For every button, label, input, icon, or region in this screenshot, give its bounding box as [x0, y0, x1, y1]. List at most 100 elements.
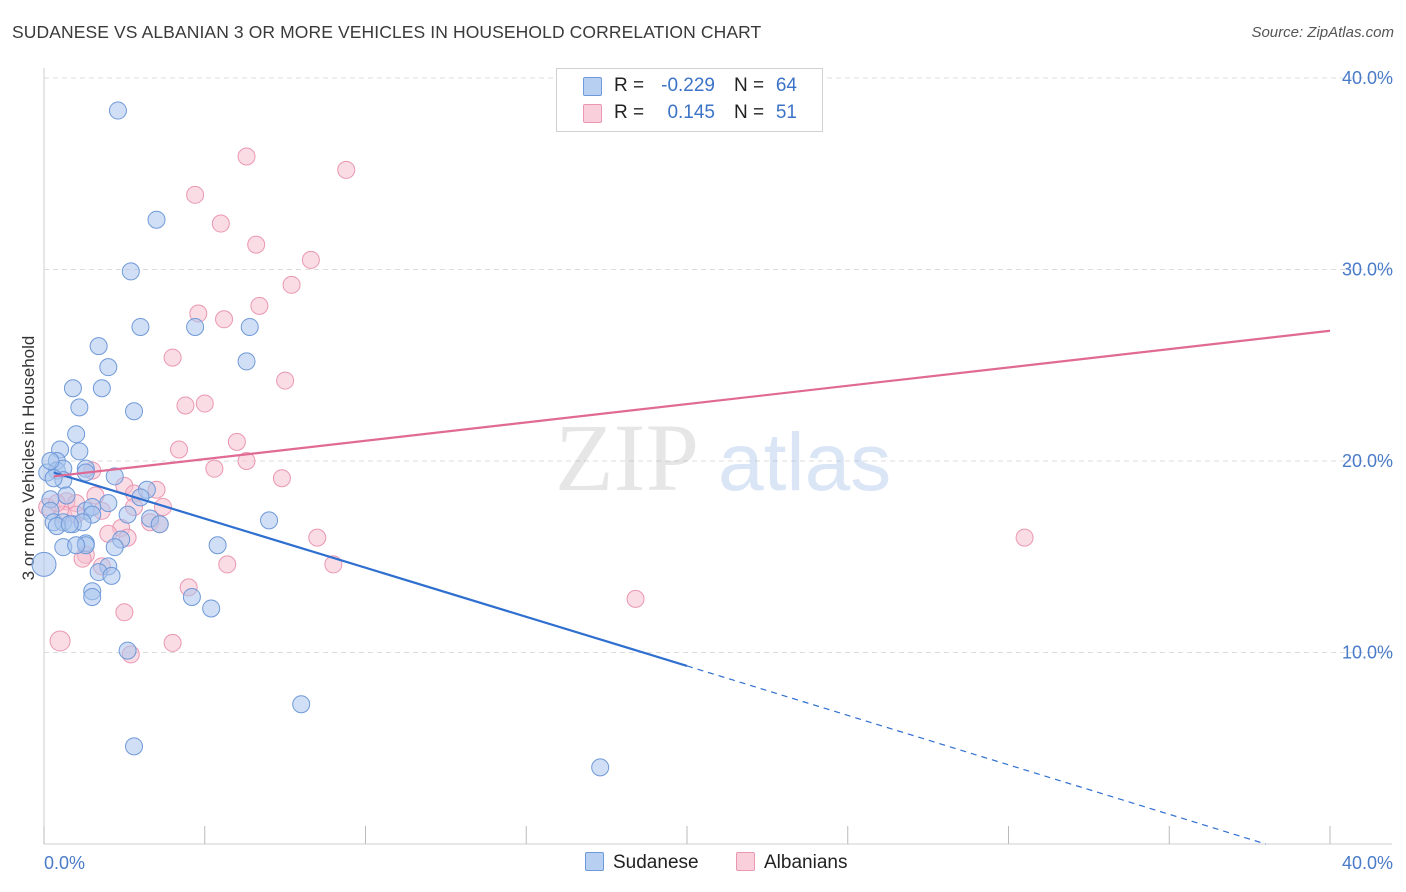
sudanese-point [125, 402, 144, 421]
sudanese-n-value: 64 [775, 75, 797, 96]
sudanese-point [89, 337, 108, 356]
albanian-point [247, 235, 266, 254]
y-axis-title: 3 or more Vehicles in Household [19, 336, 38, 581]
sudanese-point [108, 101, 127, 120]
sudanese-legend-swatch [585, 852, 604, 871]
sudanese-point [260, 511, 279, 530]
legend-r-label: R = [614, 75, 645, 96]
sudanese-point [147, 210, 166, 229]
sudanese-point [105, 467, 124, 486]
sudanese-point [208, 536, 227, 555]
sudanese-point [102, 566, 121, 585]
sudanese-point [44, 469, 63, 488]
axes: 3 or more Vehicles in Household [19, 68, 1392, 845]
bottom-legend-albanians: Albanians [736, 852, 847, 874]
albanian-point [282, 275, 301, 294]
sudanese-point [70, 442, 89, 461]
albanians-r-value: 0.145 [667, 102, 715, 123]
albanian-point [186, 185, 205, 204]
sudanese-point [125, 737, 144, 756]
albanian-point [250, 296, 269, 315]
albanians-legend-swatch [736, 852, 755, 871]
legend-row-albanians: R = 0.145 N = 51 [557, 101, 822, 127]
albanians-n-value: 51 [775, 102, 797, 123]
chart-title: SUDANESE VS ALBANIAN 3 OR MORE VEHICLES … [12, 22, 762, 42]
albanian-point [227, 432, 246, 451]
albanian-point [195, 394, 214, 413]
sudanese-swatch [583, 77, 602, 96]
sudanese-point [99, 494, 118, 513]
watermark-atlas: atlas [718, 417, 891, 508]
sudanese-point [118, 505, 137, 524]
sudanese-point [150, 515, 169, 534]
sudanese-trend-line [53, 471, 688, 667]
albanians-points [38, 147, 1034, 664]
source-credit: Source: ZipAtlas.com [1251, 24, 1394, 41]
watermark: ZIP atlas [555, 404, 891, 511]
albanian-point [215, 310, 234, 329]
albanian-point [1015, 528, 1034, 547]
y-tick-label: 10.0% [1342, 643, 1393, 663]
y-tick-label: 30.0% [1342, 260, 1393, 280]
x-tick-label: 0.0% [44, 853, 85, 873]
sudanese-point [99, 358, 118, 377]
albanian-point [49, 630, 71, 652]
sudanese-point [118, 641, 137, 660]
watermark-zip: ZIP [555, 404, 699, 511]
sudanese-point [186, 317, 205, 336]
legend-r-label: R = [614, 102, 645, 123]
sudanese-point [121, 262, 140, 281]
albanian-trend-line [53, 329, 1331, 478]
legend-n-label: N = [734, 75, 765, 96]
albanian-point [337, 160, 356, 179]
sudanese-point [63, 379, 82, 398]
correlation-legend: R = -0.229 N = 64 R = 0.145 N = 51 [556, 68, 823, 132]
sudanese-point [31, 551, 57, 577]
sudanese-point [292, 695, 311, 714]
albanian-point [170, 440, 189, 459]
sudanese-point [41, 452, 60, 470]
albanian-point [626, 589, 645, 608]
albanians-legend-label: Albanians [764, 852, 848, 873]
albanian-point [211, 214, 230, 233]
sudanese-point [57, 486, 76, 505]
albanian-point [237, 147, 256, 166]
y-tick-label: 40.0% [1342, 68, 1393, 88]
albanian-point [301, 250, 320, 269]
albanian-point [176, 396, 195, 415]
albanian-point [276, 371, 295, 390]
x-tick-label: 40.0% [1342, 853, 1393, 873]
sudanese-point [83, 587, 102, 606]
albanian-point [308, 528, 327, 547]
sudanese-point [70, 398, 89, 417]
sudanese-point [105, 538, 124, 557]
trend-lines [53, 329, 1331, 845]
sudanese-point [237, 352, 256, 371]
sudanese-point [131, 317, 150, 336]
bottom-legend-sudanese: Sudanese [585, 852, 699, 874]
legend-n-label: N = [734, 102, 765, 123]
sudanese-point [67, 425, 86, 444]
sudanese-points [31, 101, 610, 777]
albanian-point [205, 459, 224, 478]
tick-labels: 10.0% 20.0% 30.0% 40.0% 0.0% 40.0% [44, 68, 1393, 873]
legend-row-sudanese: R = -0.229 N = 64 [557, 74, 822, 100]
sudanese-point [202, 599, 221, 618]
y-tick-label: 20.0% [1342, 451, 1393, 471]
sudanese-r-value: -0.229 [661, 75, 715, 96]
albanian-point [163, 348, 182, 367]
sudanese-point [591, 758, 610, 777]
sudanese-point [92, 379, 111, 398]
albanian-point [237, 452, 256, 470]
sudanese-point [240, 317, 259, 336]
albanian-point [163, 633, 182, 652]
albanian-point [115, 603, 134, 622]
sudanese-point [67, 536, 86, 555]
sudanese-point [182, 587, 201, 606]
sudanese-legend-label: Sudanese [613, 852, 699, 873]
albanians-swatch [583, 104, 602, 123]
sudanese-trend-extrapolation [686, 665, 1266, 845]
albanian-point [272, 469, 291, 488]
albanian-point [218, 555, 237, 574]
